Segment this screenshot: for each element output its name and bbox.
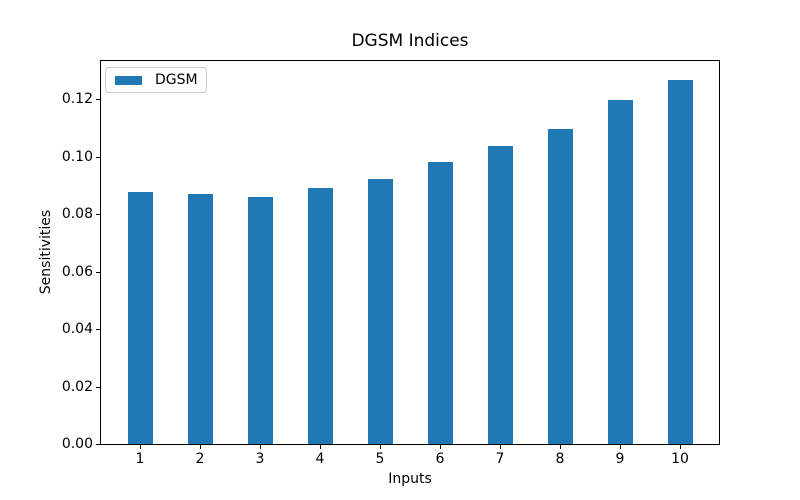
x-tick-mark: [140, 445, 141, 449]
x-tick-label: 6: [435, 451, 445, 467]
bar: [247, 197, 273, 444]
bar: [487, 146, 513, 444]
x-tick-mark: [200, 445, 201, 449]
y-tick-label: 0.10: [61, 148, 93, 165]
y-tick-mark: [96, 156, 100, 158]
bar: [367, 178, 393, 444]
x-tick-mark: [380, 445, 381, 449]
y-tick-mark: [96, 444, 100, 445]
x-tick-label: 4: [315, 451, 325, 467]
y-tick-label: 0.12: [61, 91, 93, 108]
legend: DGSM: [105, 67, 207, 93]
legend-color-patch-icon: [115, 75, 142, 85]
chart-title: DGSM Indices: [351, 31, 469, 51]
bar: [427, 161, 453, 444]
bars-layer: [101, 61, 719, 444]
x-tick-mark: [680, 445, 681, 449]
y-tick-mark: [96, 386, 100, 388]
y-tick-label: 0.00: [61, 436, 93, 452]
y-axis-label: Sensitivities: [38, 209, 54, 295]
bar: [187, 193, 213, 444]
x-tick-label: 1: [135, 451, 145, 467]
legend-label: DGSM: [155, 72, 198, 88]
y-tick-label: 0.02: [61, 378, 93, 395]
x-tick-label: 7: [495, 451, 505, 467]
y-tick-mark: [96, 329, 100, 331]
bar: [547, 128, 573, 444]
x-tick-label: 10: [671, 451, 689, 467]
x-axis-label: Inputs: [388, 471, 432, 487]
x-tick-mark: [440, 445, 441, 449]
y-tick-mark: [96, 271, 100, 273]
x-tick-label: 2: [195, 451, 205, 467]
y-tick-label: 0.08: [61, 206, 93, 223]
bar: [307, 187, 333, 444]
x-tick-label: 3: [255, 451, 265, 467]
x-tick-label: 8: [555, 451, 565, 467]
x-tick-mark: [620, 445, 621, 449]
y-tick-mark: [96, 214, 100, 216]
y-tick-label: 0.04: [61, 321, 93, 338]
x-tick-mark: [320, 445, 321, 449]
x-tick-mark: [260, 445, 261, 449]
plot-area: DGSM: [100, 60, 720, 445]
bar: [667, 79, 693, 444]
bar: [127, 191, 153, 444]
y-tick-mark: [96, 99, 100, 101]
x-tick-mark: [560, 445, 561, 449]
y-tick-label: 0.06: [61, 263, 93, 280]
x-tick-mark: [500, 445, 501, 449]
x-tick-label: 5: [375, 451, 385, 467]
bar: [607, 99, 633, 444]
x-tick-label: 9: [615, 451, 625, 467]
